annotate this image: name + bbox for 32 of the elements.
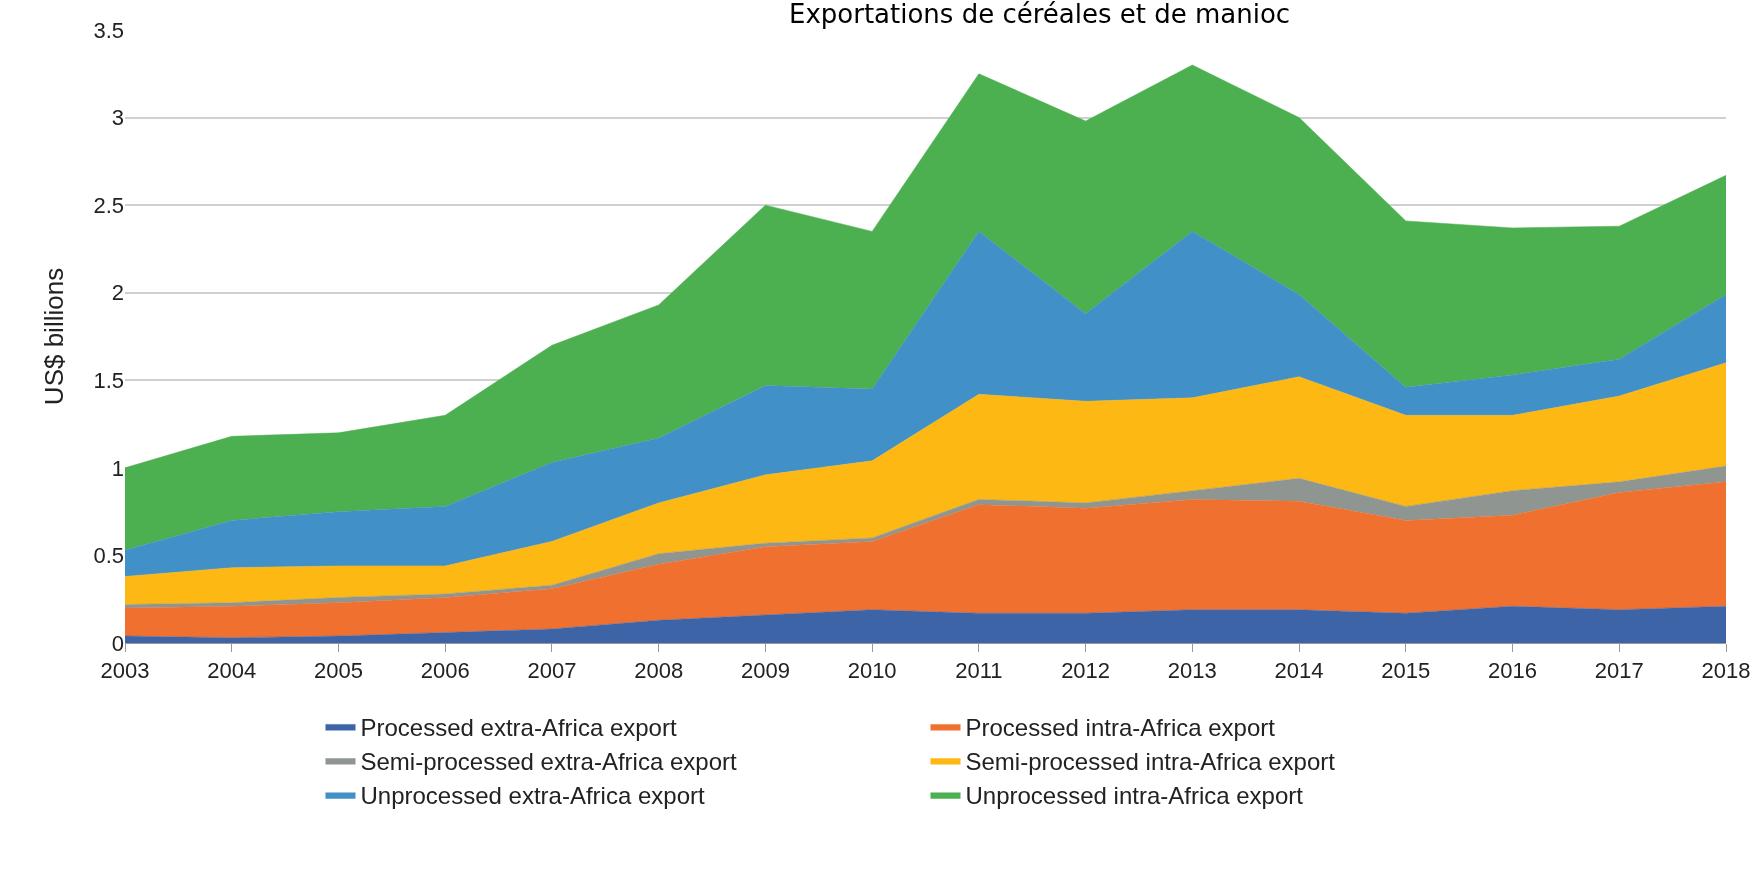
y-tick-label: 2 <box>111 280 124 306</box>
x-tick-label: 2006 <box>420 658 470 684</box>
y-tick-label: 3.5 <box>93 17 124 43</box>
legend-label: Semi-processed extra-Africa export <box>360 747 737 775</box>
legend-label: Unprocessed extra-Africa export <box>360 782 705 810</box>
x-tick-label: 2018 <box>1701 658 1751 684</box>
legend-label: Processed intra-Africa export <box>965 713 1276 741</box>
x-tick-label: 2013 <box>1167 658 1217 684</box>
x-tick-label: 2017 <box>1594 658 1644 684</box>
y-tick-label: 1 <box>111 455 124 481</box>
y-tick-label: 1.5 <box>93 367 124 393</box>
legend-label: Unprocessed intra-Africa export <box>965 782 1304 810</box>
x-tick-label: 2009 <box>740 658 790 684</box>
y-tick-label: 0 <box>111 630 124 656</box>
y-tick-label: 0.5 <box>93 543 124 569</box>
y-axis-title: US$ billions <box>39 267 69 406</box>
x-tick-label: 2015 <box>1381 658 1431 684</box>
x-tick-label: 2007 <box>527 658 577 684</box>
y-tick-label: 3 <box>111 105 124 131</box>
x-tick-label: 2014 <box>1274 658 1324 684</box>
x-tick-label: 2003 <box>100 658 150 684</box>
x-tick-label: 2016 <box>1488 658 1538 684</box>
x-tick-label: 2011 <box>955 658 1003 684</box>
x-tick-label: 2005 <box>313 658 363 684</box>
y-tick-label: 2.5 <box>93 192 124 218</box>
x-tick-label: 2010 <box>847 658 897 684</box>
x-tick-label: 2004 <box>207 658 257 684</box>
legend-label: Processed extra-Africa export <box>360 713 677 741</box>
chart-title: Exportations de céréales et de manioc <box>788 0 1291 29</box>
legend-label: Semi-processed intra-Africa export <box>965 747 1336 775</box>
x-tick-label: 2008 <box>634 658 684 684</box>
x-tick-label: 2012 <box>1061 658 1111 684</box>
